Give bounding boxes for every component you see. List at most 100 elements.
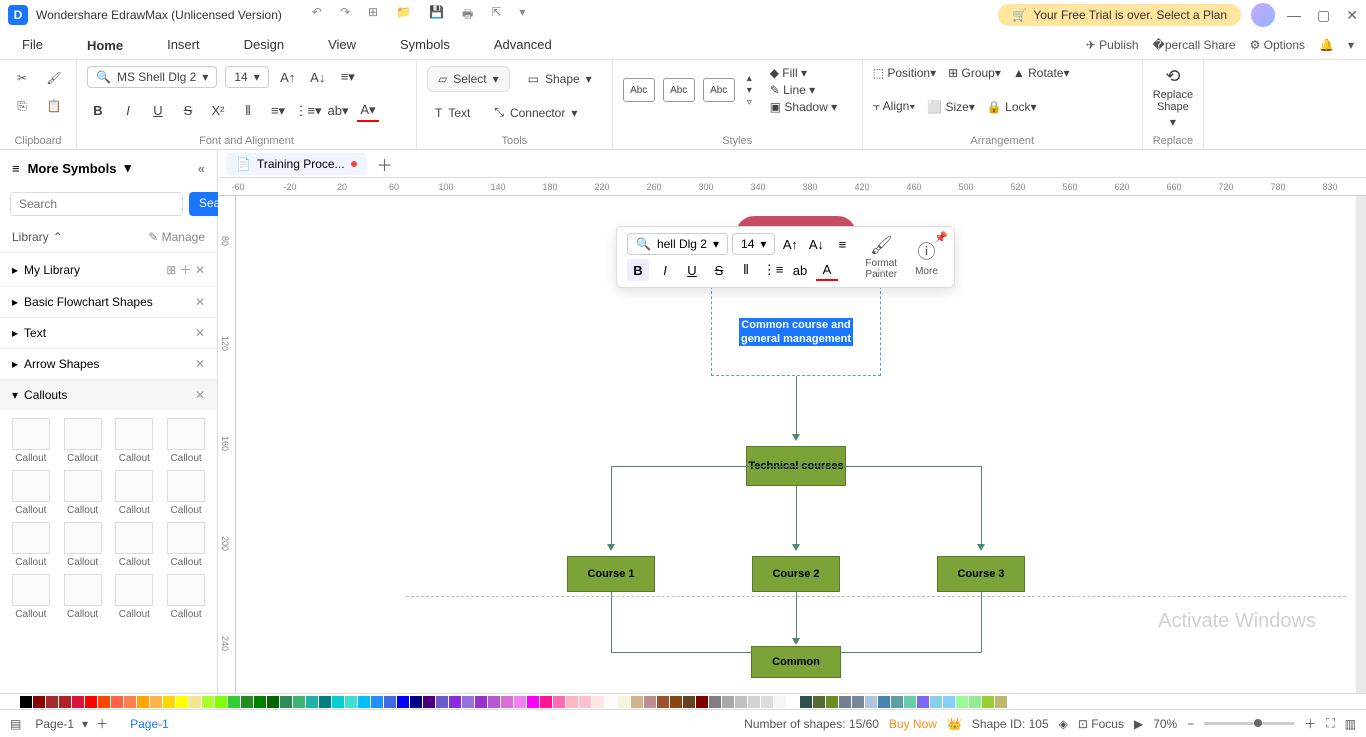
presentation-icon[interactable]: ▶: [1134, 717, 1143, 731]
connector[interactable]: [981, 466, 982, 486]
color-swatch[interactable]: [462, 696, 474, 708]
underline-button[interactable]: U: [147, 100, 169, 122]
float-increase-font-icon[interactable]: A↑: [779, 233, 801, 255]
color-swatch[interactable]: [891, 696, 903, 708]
text-effect-icon[interactable]: ab▾: [327, 100, 349, 122]
new-icon[interactable]: ⊞: [368, 5, 378, 26]
color-swatch[interactable]: [735, 696, 747, 708]
style-more-icon[interactable]: ▿: [747, 97, 752, 108]
callout-item[interactable]: Callout: [163, 522, 209, 568]
line-button[interactable]: ✎ Line ▾: [770, 83, 837, 97]
connector-tool[interactable]: ⤡ Connector ▾: [486, 101, 585, 124]
trial-banner[interactable]: 🛒 Your Free Trial is over. Select a Plan: [998, 4, 1241, 26]
float-bold-button[interactable]: B: [627, 259, 649, 281]
color-swatch[interactable]: [137, 696, 149, 708]
strike-button[interactable]: S: [177, 100, 199, 122]
course2-shape[interactable]: Course 2: [752, 556, 840, 592]
color-swatch[interactable]: [514, 696, 526, 708]
color-swatch[interactable]: [189, 696, 201, 708]
format-painter-icon[interactable]: 🖌: [42, 66, 66, 90]
color-swatch[interactable]: [59, 696, 71, 708]
zoom-level[interactable]: 70%: [1153, 717, 1177, 731]
decrease-font-icon[interactable]: A↓: [307, 66, 329, 88]
color-swatch[interactable]: [358, 696, 370, 708]
color-swatch[interactable]: [813, 696, 825, 708]
connector[interactable]: [611, 486, 612, 546]
color-swatch[interactable]: [98, 696, 110, 708]
color-swatch[interactable]: [800, 696, 812, 708]
close-icon[interactable]: ✕: [195, 357, 205, 371]
color-swatch[interactable]: [566, 696, 578, 708]
menu-home[interactable]: Home: [65, 30, 145, 59]
pages-icon[interactable]: ▤: [10, 717, 21, 731]
float-highlight-icon[interactable]: ab: [789, 259, 811, 281]
page-tab-active[interactable]: Page-1: [122, 714, 177, 734]
section-basic-flowchart[interactable]: ▸ Basic Flowchart Shapes ✕: [0, 286, 217, 317]
redo-icon[interactable]: ↷: [340, 5, 350, 26]
float-color-icon[interactable]: A: [816, 259, 838, 281]
color-swatch[interactable]: [501, 696, 513, 708]
color-swatch[interactable]: [774, 696, 786, 708]
line-spacing-icon[interactable]: ≡▾: [267, 100, 289, 122]
color-swatch[interactable]: [215, 696, 227, 708]
connector[interactable]: [981, 486, 982, 546]
add-tab-button[interactable]: ＋: [377, 152, 393, 176]
color-swatch[interactable]: [241, 696, 253, 708]
color-swatch[interactable]: [371, 696, 383, 708]
color-swatch[interactable]: [657, 696, 669, 708]
close-icon[interactable]: ✕: [195, 326, 205, 340]
add-page-icon[interactable]: ＋: [96, 715, 108, 732]
callout-item[interactable]: Callout: [60, 522, 106, 568]
float-spacing-icon[interactable]: ⫴: [735, 259, 757, 281]
focus-button[interactable]: ⊡ Focus: [1078, 717, 1124, 731]
sidebar-dropdown-icon[interactable]: ▾: [124, 160, 131, 176]
minimize-icon[interactable]: —: [1287, 7, 1301, 24]
float-font-dropdown[interactable]: 🔍 hell Dlg 2 ▾: [627, 233, 728, 255]
close-icon[interactable]: ✕: [195, 388, 205, 402]
color-swatch[interactable]: [423, 696, 435, 708]
canvas[interactable]: 📌 🔍 hell Dlg 2 ▾ 14 ▾ A↑ A↓ ≡ B I U: [236, 196, 1356, 693]
search-input[interactable]: [10, 192, 183, 216]
increase-font-icon[interactable]: A↑: [277, 66, 299, 88]
section-arrow-shapes[interactable]: ▸ Arrow Shapes ✕: [0, 348, 217, 379]
zoom-in-icon[interactable]: ＋: [1304, 715, 1316, 732]
connector[interactable]: [796, 486, 797, 546]
paste-icon[interactable]: 📋: [42, 94, 66, 118]
bold-button[interactable]: B: [87, 100, 109, 122]
format-painter-button[interactable]: 🖌 Format Painter: [859, 235, 903, 280]
menu-symbols[interactable]: Symbols: [378, 30, 472, 59]
text-tool[interactable]: T Text: [427, 102, 478, 124]
sidebar-collapse-icon[interactable]: «: [198, 161, 205, 176]
align-para-icon[interactable]: ≡▾: [337, 66, 359, 88]
color-swatch[interactable]: [436, 696, 448, 708]
page-selector[interactable]: Page-1: [35, 717, 74, 731]
float-bullets-icon[interactable]: ⋮≡: [762, 259, 784, 281]
float-strike-button[interactable]: S: [708, 259, 730, 281]
callout-item[interactable]: Callout: [112, 418, 158, 464]
color-swatch[interactable]: [72, 696, 84, 708]
color-swatch[interactable]: [475, 696, 487, 708]
undo-icon[interactable]: ↶: [312, 5, 322, 26]
superscript-button[interactable]: X²: [207, 100, 229, 122]
color-swatch[interactable]: [176, 696, 188, 708]
color-swatch[interactable]: [592, 696, 604, 708]
shape-tool[interactable]: ▭ Shape ▾: [518, 67, 602, 91]
menu-collapse-icon[interactable]: ▾: [1348, 38, 1354, 52]
color-swatch[interactable]: [852, 696, 864, 708]
replace-shape-icon[interactable]: ⟲: [1165, 66, 1180, 87]
color-swatch[interactable]: [878, 696, 890, 708]
color-swatch[interactable]: [449, 696, 461, 708]
color-swatch[interactable]: [332, 696, 344, 708]
replace-shape-button[interactable]: Replace Shape: [1153, 89, 1193, 113]
color-swatch[interactable]: [527, 696, 539, 708]
copy-icon[interactable]: ⎘: [10, 94, 34, 118]
bullets-icon[interactable]: ⋮≡▾: [297, 100, 319, 122]
color-swatch[interactable]: [488, 696, 500, 708]
cut-icon[interactable]: ✂: [10, 66, 34, 90]
replace-dropdown-icon[interactable]: ▾: [1170, 115, 1176, 129]
color-swatch[interactable]: [709, 696, 721, 708]
fill-button[interactable]: ◆ Fill ▾: [770, 66, 837, 80]
print-icon[interactable]: 🖶: [462, 5, 473, 26]
style-preset-2[interactable]: Abc: [663, 78, 695, 102]
color-swatch[interactable]: [826, 696, 838, 708]
